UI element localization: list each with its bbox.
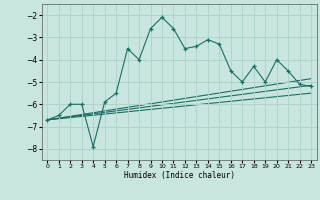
X-axis label: Humidex (Indice chaleur): Humidex (Indice chaleur) (124, 171, 235, 180)
